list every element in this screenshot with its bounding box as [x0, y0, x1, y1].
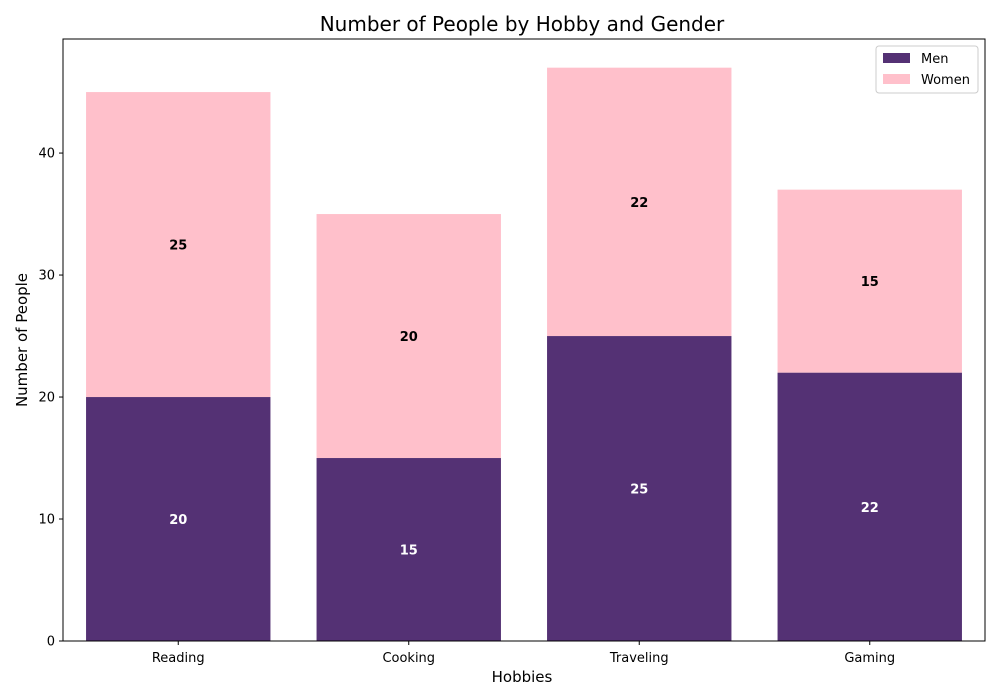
plot-area: 20 25 Reading 15 20 Cooking 25 22 Traveling 22 15 G… — [38, 38, 986, 666]
bar-men-cooking — [316, 458, 501, 641]
legend-swatch-women — [883, 74, 910, 84]
legend-label-men: Men — [921, 52, 948, 67]
x-tick-label: Reading — [152, 651, 205, 666]
data-label-men-cooking: 15 — [400, 544, 418, 559]
bar-women-cooking — [316, 214, 501, 459]
bar-women-reading — [86, 92, 271, 398]
bar-men-reading — [86, 397, 271, 641]
y-axis-title: Number of People — [13, 273, 31, 407]
bar-men-gaming — [777, 372, 962, 641]
data-label-women-gaming: 15 — [861, 275, 879, 290]
data-label-men-traveling: 25 — [630, 483, 648, 498]
data-label-women-cooking: 20 — [400, 330, 418, 345]
bar-men-traveling — [547, 336, 732, 641]
x-tick-label: Traveling — [609, 651, 669, 666]
data-label-men-gaming: 22 — [861, 501, 879, 516]
data-label-women-traveling: 22 — [630, 196, 648, 211]
y-tick-label: 20 — [38, 391, 55, 406]
bar-women-traveling — [547, 67, 732, 337]
y-tick-label: 30 — [38, 269, 55, 284]
legend-swatch-men — [883, 53, 910, 63]
bar-women-gaming — [777, 189, 962, 373]
x-tick-label: Cooking — [382, 651, 435, 666]
legend-label-women: Women — [921, 73, 970, 88]
chart-title: Number of People by Hobby and Gender — [320, 12, 725, 36]
y-tick-label: 40 — [38, 147, 55, 162]
data-label-men-reading: 20 — [169, 513, 187, 528]
y-tick-label: 10 — [38, 513, 55, 528]
plot-frame — [62, 38, 986, 642]
x-axis-title: Hobbies — [492, 668, 553, 686]
y-tick-label: 0 — [47, 635, 55, 650]
data-label-women-reading: 25 — [169, 239, 187, 254]
x-tick-label: Gaming — [844, 651, 895, 666]
